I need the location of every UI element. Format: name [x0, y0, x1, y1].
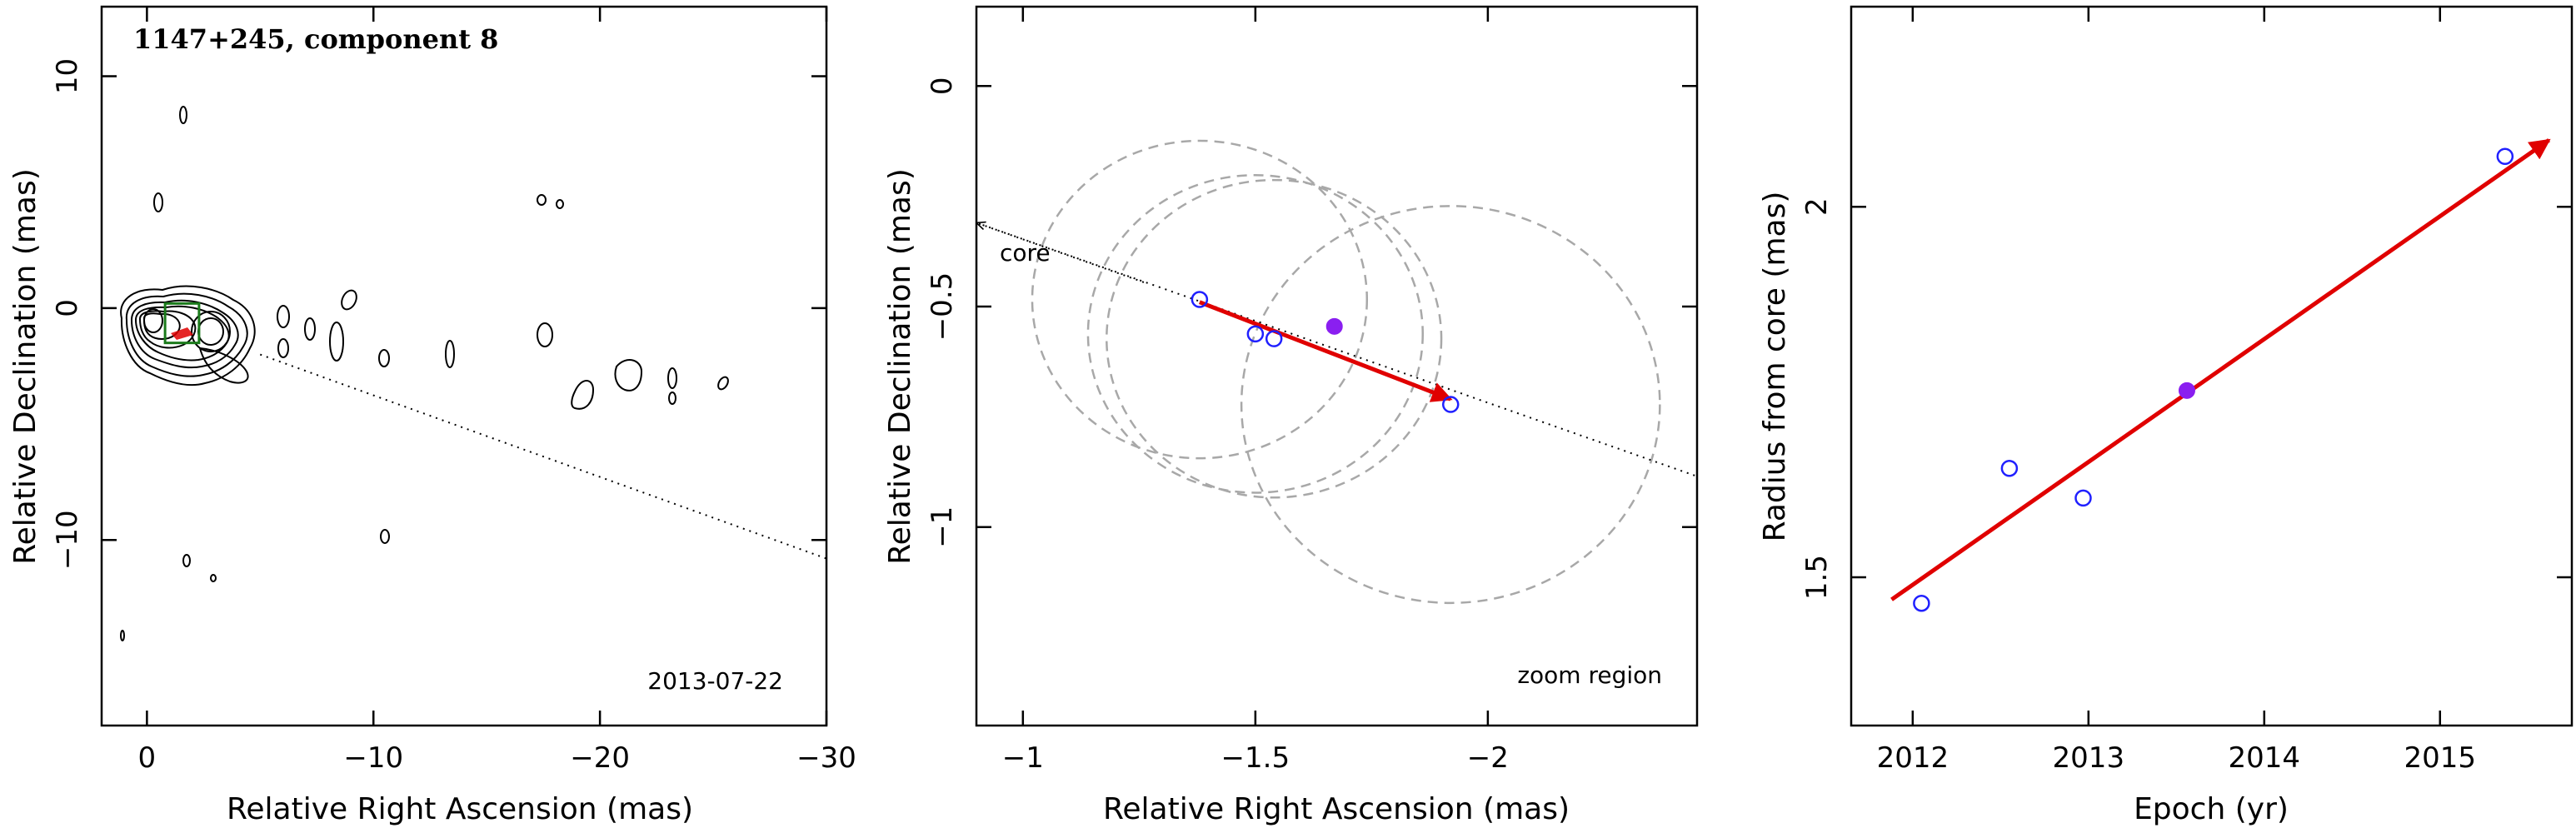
core-direction-arrow	[976, 222, 1145, 283]
y-tick-label: −10	[51, 510, 84, 570]
panel-radius: 2012 2013 2014 2015 1.5 2 Epoch (yr) Radius f…	[1758, 5, 2574, 826]
panel-radius-ticks: 2012 2013 2014 2015 1.5 2	[1800, 7, 2572, 775]
radius-point	[2000, 460, 2019, 477]
source-contours	[120, 106, 729, 641]
panel-zoom-label: zoom region	[1517, 661, 1662, 689]
proper-motion-arrow	[1198, 300, 1453, 402]
panel-map-ylabel: Relative Declination (mas)	[8, 168, 42, 565]
radius-point	[1913, 594, 1930, 612]
contour-island	[537, 194, 547, 206]
position-point	[1441, 396, 1460, 413]
error-circle	[1106, 178, 1443, 499]
contour-island	[277, 305, 290, 328]
contour-island	[717, 376, 729, 391]
panel-map-xlabel: Relative Right Ascension (mas)	[227, 792, 693, 826]
panel-map-ticks: 0 −10 −20 −30 10 0 −10	[51, 7, 856, 775]
x-tick-label: 2014	[2229, 741, 2301, 775]
contour-island	[179, 106, 187, 124]
x-tick-label: −1.5	[1221, 741, 1290, 775]
y-tick-label: −1	[926, 506, 959, 548]
position-point	[1191, 291, 1209, 308]
contour-island	[182, 554, 191, 567]
panel-radius-frame	[1850, 5, 2574, 727]
panel-map-frame	[100, 5, 828, 727]
radius-points	[1913, 147, 2514, 612]
error-circle	[1240, 205, 1661, 605]
radius-point	[2074, 489, 2092, 507]
panel-map: 0 −10 −20 −30 10 0 −10	[8, 5, 856, 826]
core-label: core	[1000, 239, 1051, 267]
y-tick-label: 2	[1800, 197, 1834, 216]
y-tick-label: 0	[926, 77, 959, 95]
contour-core	[143, 308, 163, 333]
position-point	[1246, 325, 1265, 343]
motion-direction-line	[259, 353, 827, 560]
contour-island	[614, 359, 643, 392]
position-point	[1265, 330, 1283, 347]
contour-island	[210, 574, 217, 582]
y-tick-label: 0	[51, 299, 84, 317]
contour-island	[537, 322, 553, 347]
contour-island	[329, 322, 344, 362]
contour-core	[197, 317, 224, 346]
panel-radius-ylabel: Radius from core (mas)	[1758, 192, 1792, 542]
x-tick-label: 0	[138, 741, 157, 775]
panel-zoom-xlabel: Relative Right Ascension (mas)	[1103, 792, 1570, 826]
contour-island	[341, 289, 357, 311]
x-tick-label: 2012	[1877, 741, 1949, 775]
contour-core	[191, 311, 231, 352]
zoom-region-box	[163, 302, 201, 345]
panel-zoom-frame	[975, 5, 1699, 727]
panel-map-title: 1147+245, component 8	[133, 23, 498, 55]
panel-zoom-ticks: −1 −1.5 −2 0 −0.5 −1	[926, 7, 1697, 775]
contour-island	[304, 317, 316, 341]
contour-island	[571, 380, 595, 410]
motion-direction-line	[976, 222, 1698, 477]
x-tick-label: −30	[796, 741, 856, 775]
contour-ring	[125, 292, 248, 377]
x-tick-label: −10	[343, 741, 403, 775]
y-tick-label: 10	[51, 58, 84, 94]
contour-island	[667, 367, 677, 389]
contour-ring	[198, 347, 249, 384]
panel-zoom-ylabel: Relative Declination (mas)	[883, 168, 917, 565]
radius-point	[2496, 147, 2514, 165]
contour-island	[277, 338, 289, 358]
error-circles	[1031, 139, 1661, 605]
contour-island	[556, 199, 564, 209]
x-tick-label: 2013	[2053, 741, 2125, 775]
error-circle	[1031, 139, 1369, 460]
contour-island	[120, 630, 125, 641]
y-tick-label: −0.5	[926, 272, 959, 342]
mean-radius-point	[2178, 382, 2195, 399]
contour-island	[153, 192, 163, 212]
contour-ring	[120, 285, 256, 387]
component-marker	[171, 327, 193, 340]
contour-island	[445, 340, 455, 368]
y-tick-label: 1.5	[1800, 555, 1834, 600]
position-points	[1191, 291, 1460, 413]
x-tick-label: −1	[1002, 741, 1044, 775]
contour-island	[380, 529, 390, 544]
panel-map-epoch: 2013-07-22	[647, 667, 783, 695]
contour-island	[668, 392, 676, 405]
radius-fit-arrow	[1890, 138, 2551, 601]
x-tick-label: 2015	[2404, 741, 2477, 775]
contour-ring	[138, 310, 197, 349]
panel-radius-xlabel: Epoch (yr)	[2134, 792, 2289, 826]
x-tick-label: −2	[1467, 741, 1509, 775]
x-tick-label: −20	[570, 741, 630, 775]
error-circle	[1086, 173, 1424, 494]
mean-position-point	[1325, 317, 1343, 335]
contour-island	[378, 349, 390, 367]
panel-zoom: −1 −1.5 −2 0 −0.5 −1 core zoom region Relativ…	[883, 5, 1699, 826]
